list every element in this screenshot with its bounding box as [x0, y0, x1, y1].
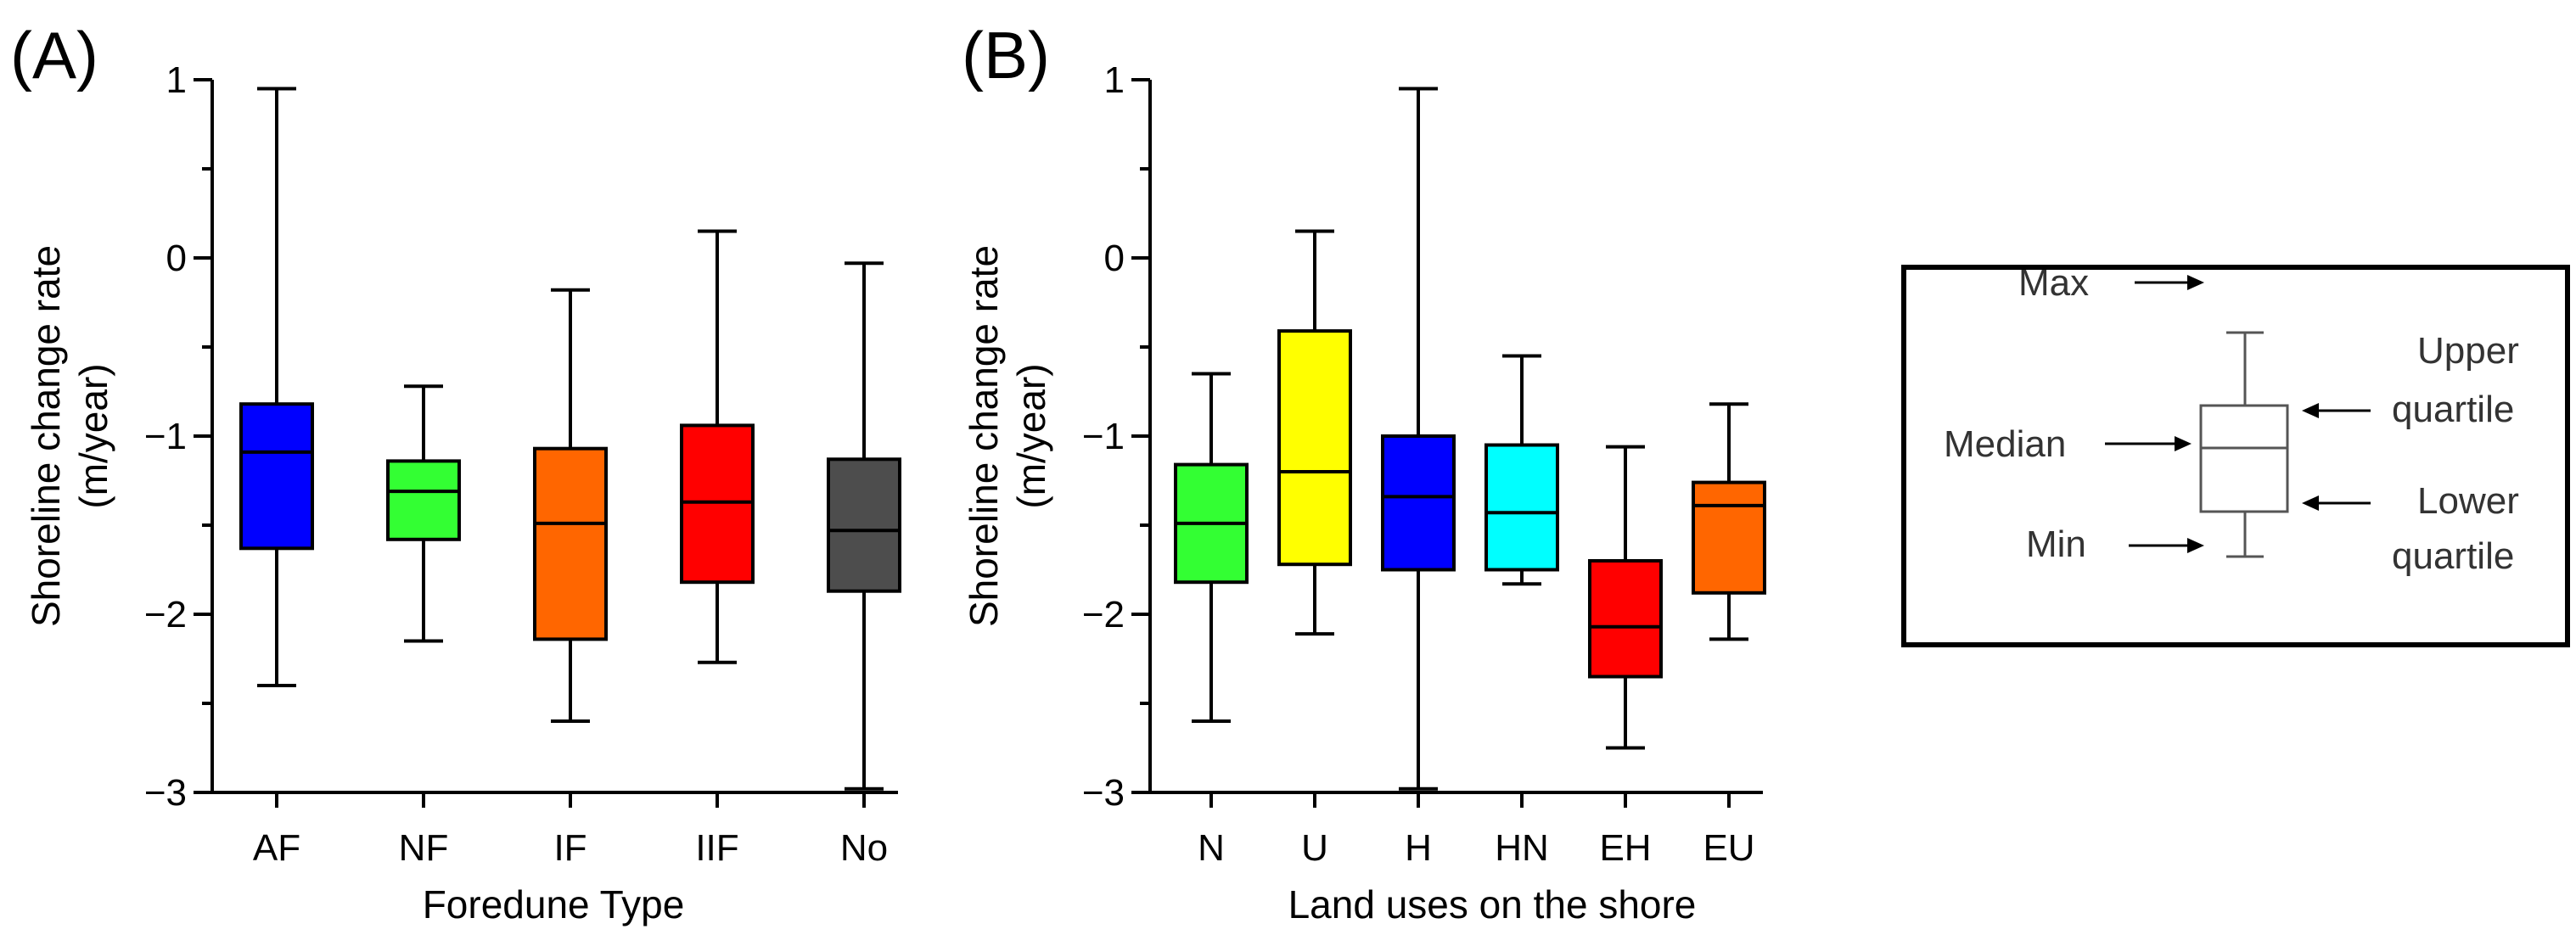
panel-a-if-box-group: [533, 288, 608, 723]
panel-b-n-box-group: [1174, 372, 1249, 723]
panel-b-y-tick-label: −1: [1082, 416, 1125, 457]
panel-b-h-box-group: [1381, 87, 1456, 791]
panel-b-label: (B): [962, 18, 1050, 92]
panel-b: (B) 1 0 −1 −2 −3 Shoreline change rate(m/year)…: [962, 18, 1766, 926]
panel-a-af-box: [239, 402, 314, 551]
panel-b-y-tick-label: 0: [1104, 238, 1125, 279]
panel-b-h-category-label: H: [1405, 827, 1432, 869]
panel-a-x-axis-title: Foredune Type: [423, 882, 685, 926]
panel-a-y-tick-label: 0: [166, 238, 187, 279]
panel-b-y-axis-title-line: Shoreline change rate: [962, 245, 1006, 627]
legend-min-label: Min: [2026, 523, 2086, 565]
panel-a-if-category-label: IF: [553, 827, 586, 869]
panel-b-hn-box: [1484, 443, 1559, 572]
panel-a-iif-category-label: IIF: [695, 827, 738, 869]
legend-max-arrowhead: [2187, 275, 2204, 290]
panel-b-eu-category-label: EU: [1703, 827, 1754, 869]
legend-min-arrowhead: [2187, 538, 2204, 553]
panel-a-if-box: [533, 446, 608, 641]
panel-a-no-box-group: [827, 261, 901, 791]
panel-a-no-box: [827, 457, 901, 593]
panel-a-y-tick-label: −1: [144, 416, 187, 457]
panel-b-hn-box-group: [1484, 354, 1559, 586]
panel-a-y-axis-title-line: Shoreline change rate: [24, 245, 68, 627]
panel-a-af-box-group: [239, 87, 314, 687]
panel-a-nf-category-label: NF: [399, 827, 449, 869]
panel-b-eh-box: [1588, 559, 1663, 679]
legend-upper-label-1: Upper: [2417, 330, 2519, 372]
legend-max-label: Max: [2018, 262, 2089, 304]
legend-box: Max Median Min Upper quartile Lower quar…: [1901, 262, 2570, 647]
legend-lower-label-1: Lower: [2417, 480, 2519, 522]
panel-a-nf-box-group: [386, 384, 461, 643]
panel-b-h-box: [1381, 434, 1456, 572]
legend-median-label: Median: [1944, 423, 2066, 465]
legend-upper-label-2: quartile: [2392, 389, 2514, 430]
legend-upper-arrowhead: [2302, 403, 2319, 418]
panel-b-y-axis-title-line: (m/year): [1009, 363, 1053, 508]
panel-a-y-tick-label: 1: [166, 59, 187, 101]
panel-b-eh-category-label: EH: [1599, 827, 1651, 869]
panel-b-u-box: [1277, 329, 1352, 567]
legend-lower-arrowhead: [2302, 495, 2319, 511]
panel-a-label: (A): [10, 18, 98, 92]
panel-b-y-tick-label: −2: [1082, 594, 1125, 635]
panel-a-nf-box: [386, 459, 461, 541]
panel-b-u-box-group: [1277, 229, 1352, 636]
panel-a-iif-box-group: [680, 229, 755, 664]
panel-b-hn-category-label: HN: [1495, 827, 1549, 869]
panel-b-eh-box-group: [1588, 445, 1663, 750]
panel-b-eu-box: [1692, 480, 1766, 595]
panel-a-y-axis-title: Shoreline change rate(m/year): [24, 245, 115, 627]
panel-a-no-category-label: No: [840, 827, 888, 869]
panel-b-y-axis-title: Shoreline change rate(m/year): [962, 245, 1053, 627]
panel-b-y-tick-label: −3: [1082, 772, 1125, 814]
panel-a-y-tick-label: −2: [144, 594, 187, 635]
legend-box-sample: [2199, 404, 2289, 513]
legend-median-arrowhead: [2175, 436, 2192, 451]
panel-a-y-tick-label: −3: [144, 772, 187, 814]
panel-b-y-tick-label: 1: [1104, 59, 1125, 101]
panel-a-iif-box: [680, 423, 755, 585]
panel-b-n-category-label: N: [1198, 827, 1225, 869]
panel-b-x-axis-title: Land uses on the shore: [1288, 882, 1697, 926]
panel-a-y-axis-title-line: (m/year): [71, 363, 115, 508]
panel-a: (A) 1 0 −1 −2 −3 Shoreline change rate(m/year)…: [10, 18, 901, 926]
legend-lower-label-2: quartile: [2392, 535, 2514, 577]
panel-a-af-category-label: AF: [253, 827, 300, 869]
panel-b-u-category-label: U: [1301, 827, 1328, 869]
panel-b-eu-box-group: [1692, 402, 1766, 641]
